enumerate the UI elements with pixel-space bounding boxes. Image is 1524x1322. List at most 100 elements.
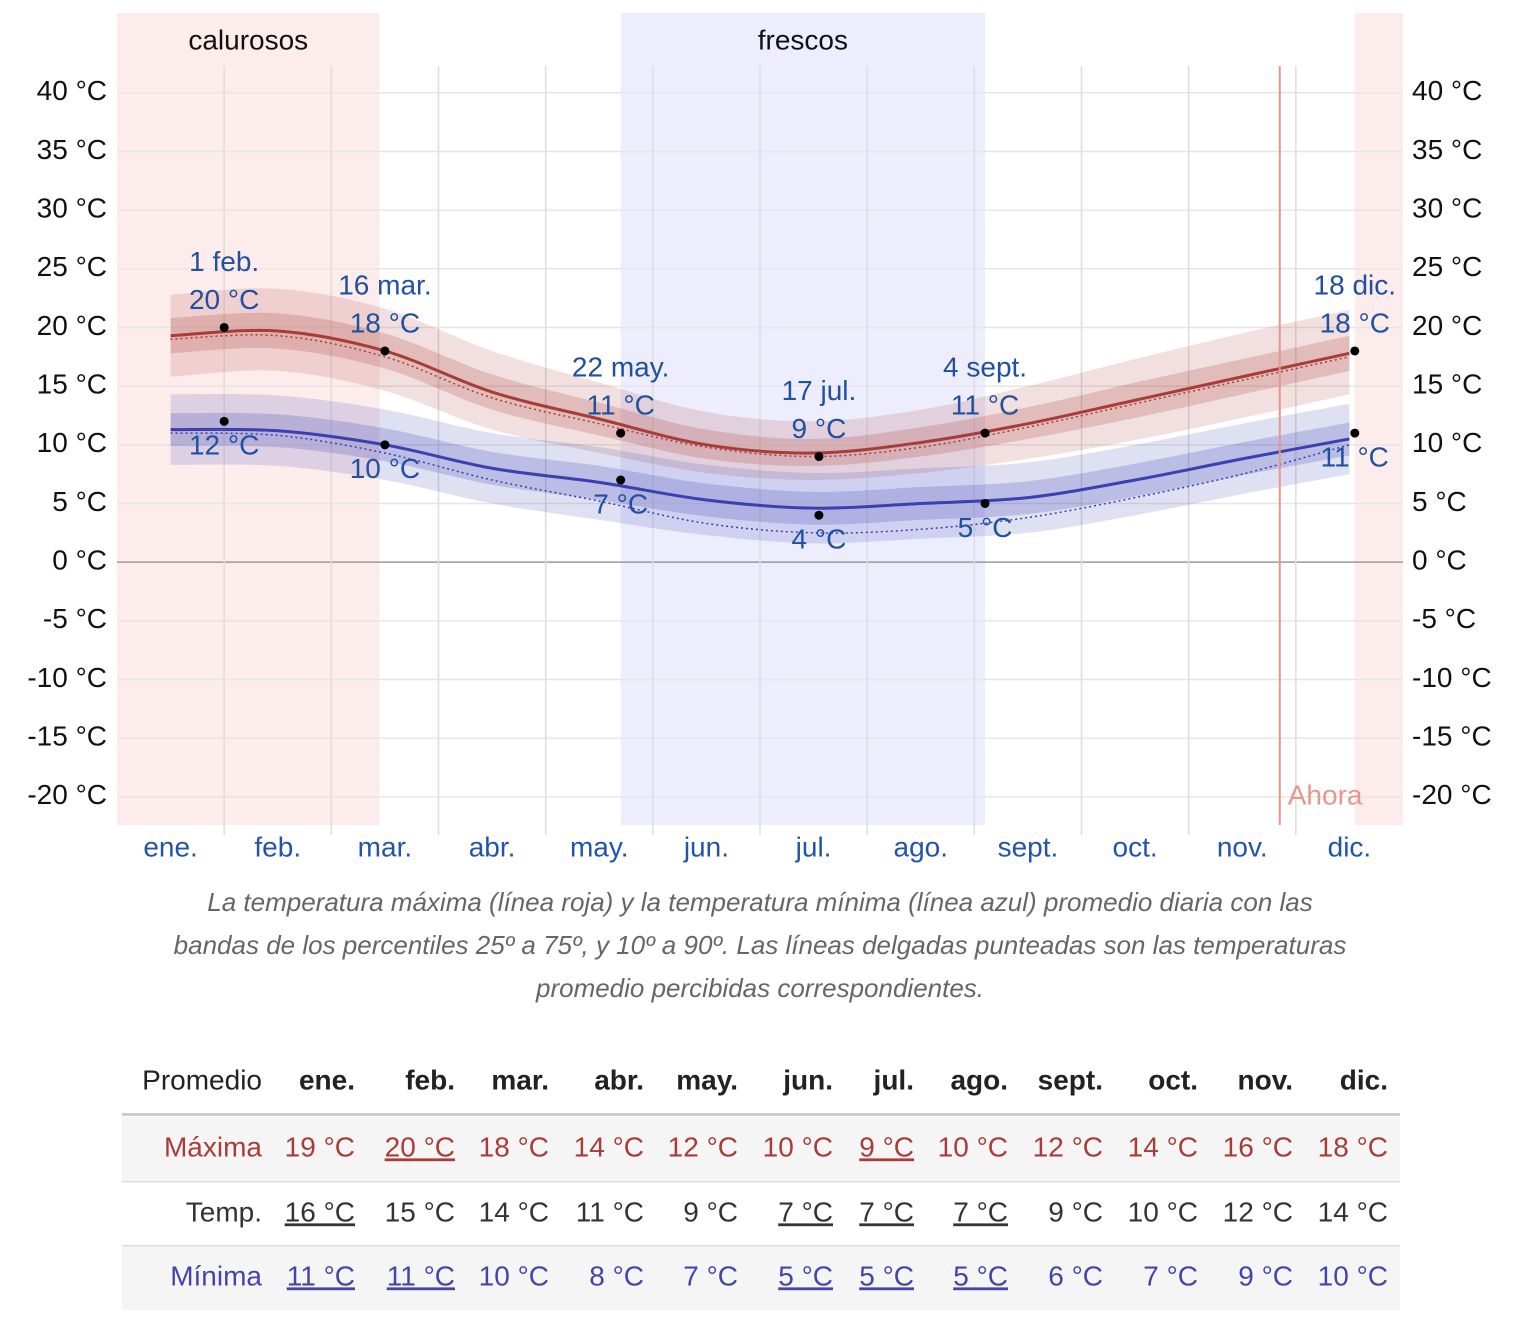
table-header: ene. bbox=[299, 1064, 355, 1095]
annotation-date: 18 dic. bbox=[1314, 269, 1397, 300]
x-tick-label: dic. bbox=[1328, 831, 1372, 862]
caption: promedio percibidas correspondientes. bbox=[535, 973, 984, 1003]
annotation-date: 4 sept. bbox=[943, 351, 1027, 382]
table-cell-link[interactable]: 5 °C bbox=[778, 1260, 833, 1291]
max-point bbox=[616, 428, 626, 438]
table-cell: 19 °C bbox=[285, 1131, 355, 1162]
season-band bbox=[117, 13, 380, 825]
table-row-rule bbox=[122, 1181, 1400, 1183]
max-point bbox=[814, 452, 824, 462]
annotation-min: 11 °C bbox=[1321, 441, 1389, 472]
annotation-max: 18 °C bbox=[1320, 307, 1390, 338]
y-tick-label: 5 °C bbox=[52, 486, 107, 517]
y-tick-label: 30 °C bbox=[37, 193, 107, 224]
table-cell-link[interactable]: 7 °C bbox=[859, 1196, 914, 1227]
y2-tick-label: 25 °C bbox=[1412, 251, 1482, 282]
table-corner: Promedio bbox=[142, 1064, 262, 1095]
x-tick-label: may. bbox=[570, 831, 629, 862]
table-cell-link[interactable]: 20 °C bbox=[385, 1131, 455, 1162]
table-cell-link[interactable]: 7 °C bbox=[778, 1196, 833, 1227]
row-label: Temp. bbox=[186, 1196, 262, 1227]
table-cell: 7 °C bbox=[1143, 1260, 1198, 1291]
table-cell: 15 °C bbox=[385, 1196, 455, 1227]
table-cell: 18 °C bbox=[479, 1131, 549, 1162]
annotation-max: 9 °C bbox=[792, 413, 847, 444]
annotation-max: 11 °C bbox=[951, 389, 1019, 420]
table-cell: 6 °C bbox=[1048, 1260, 1103, 1291]
table-cell: 10 °C bbox=[938, 1131, 1008, 1162]
y-tick-label: 20 °C bbox=[37, 310, 107, 341]
max-point bbox=[219, 322, 229, 332]
min-point bbox=[814, 510, 824, 520]
table-header: dic. bbox=[1340, 1064, 1388, 1095]
y-tick-label: -20 °C bbox=[27, 779, 107, 810]
annotation-date: 22 may. bbox=[572, 351, 670, 382]
now-label: Ahora bbox=[1288, 779, 1363, 810]
table-cell-link[interactable]: 7 °C bbox=[953, 1196, 1008, 1227]
table-cell: 10 °C bbox=[479, 1260, 549, 1291]
y-tick-label: 0 °C bbox=[52, 545, 107, 576]
y2-tick-label: 30 °C bbox=[1412, 193, 1482, 224]
table-cell: 16 °C bbox=[1223, 1131, 1293, 1162]
min-point bbox=[219, 416, 229, 426]
table-cell-link[interactable]: 16 °C bbox=[285, 1196, 355, 1227]
table-cell-link[interactable]: 11 °C bbox=[387, 1260, 455, 1291]
annotation-max: 11 °C bbox=[587, 389, 655, 420]
table-header: mar. bbox=[491, 1064, 549, 1095]
table-cell-link[interactable]: 5 °C bbox=[859, 1260, 914, 1291]
season-label: frescos bbox=[758, 24, 848, 55]
annotation-date: 1 feb. bbox=[189, 246, 259, 277]
percentile-band bbox=[170, 394, 1350, 544]
table-cell: 18 °C bbox=[1318, 1131, 1388, 1162]
table-cell: 14 °C bbox=[479, 1196, 549, 1227]
annotation-date: 16 mar. bbox=[338, 269, 431, 300]
y-tick-label: -10 °C bbox=[27, 662, 107, 693]
y-tick-label: 10 °C bbox=[37, 427, 107, 458]
table-cell: 14 °C bbox=[1318, 1196, 1388, 1227]
table-rule bbox=[122, 1113, 1400, 1116]
x-tick-label: nov. bbox=[1217, 831, 1268, 862]
table-cell: 12 °C bbox=[1033, 1131, 1103, 1162]
table-header: oct. bbox=[1148, 1064, 1198, 1095]
table-header: nov. bbox=[1238, 1064, 1293, 1095]
table-cell: 14 °C bbox=[1128, 1131, 1198, 1162]
table-cell: 9 °C bbox=[1048, 1196, 1103, 1227]
min-point bbox=[380, 440, 390, 450]
table-row-bg bbox=[122, 1246, 1400, 1310]
annotation-min: 12 °C bbox=[189, 430, 259, 461]
table-cell: 9 °C bbox=[1238, 1260, 1293, 1291]
annotation-max: 20 °C bbox=[189, 284, 259, 315]
table-cell-link[interactable]: 9 °C bbox=[859, 1131, 914, 1162]
table-header: ago. bbox=[950, 1064, 1008, 1095]
table-cell: 7 °C bbox=[683, 1260, 738, 1291]
y2-tick-label: 0 °C bbox=[1412, 545, 1467, 576]
y-tick-label: 40 °C bbox=[37, 75, 107, 106]
table-cell: 10 °C bbox=[1128, 1196, 1198, 1227]
y-tick-label: 35 °C bbox=[37, 134, 107, 165]
table-cell: 10 °C bbox=[1318, 1260, 1388, 1291]
table-cell: 14 °C bbox=[574, 1131, 644, 1162]
caption: bandas de los percentiles 25º a 75º, y 1… bbox=[174, 930, 1347, 960]
table-row-rule bbox=[122, 1245, 1400, 1247]
y2-tick-label: -15 °C bbox=[1412, 721, 1492, 752]
min-point bbox=[616, 475, 626, 485]
annotation-date: 17 jul. bbox=[782, 375, 857, 406]
table-header: abr. bbox=[594, 1064, 644, 1095]
y-tick-label: -5 °C bbox=[43, 603, 107, 634]
table-cell-link[interactable]: 11 °C bbox=[287, 1260, 355, 1291]
season-label: calurosos bbox=[188, 24, 308, 55]
annotation-min: 10 °C bbox=[350, 453, 420, 484]
y2-tick-label: 35 °C bbox=[1412, 134, 1482, 165]
x-tick-label: sept. bbox=[998, 831, 1059, 862]
row-label: Mínima bbox=[170, 1260, 262, 1291]
x-tick-label: ago. bbox=[894, 831, 949, 862]
caption: La temperatura máxima (línea roja) y la … bbox=[207, 887, 1312, 917]
table-cell: 11 °C bbox=[576, 1196, 644, 1227]
y-tick-label: -15 °C bbox=[27, 721, 107, 752]
x-tick-label: ene. bbox=[143, 831, 198, 862]
season-band bbox=[1354, 13, 1403, 825]
table-header: jul. bbox=[873, 1064, 914, 1095]
y2-tick-label: -5 °C bbox=[1412, 603, 1476, 634]
table-cell-link[interactable]: 5 °C bbox=[953, 1260, 1008, 1291]
